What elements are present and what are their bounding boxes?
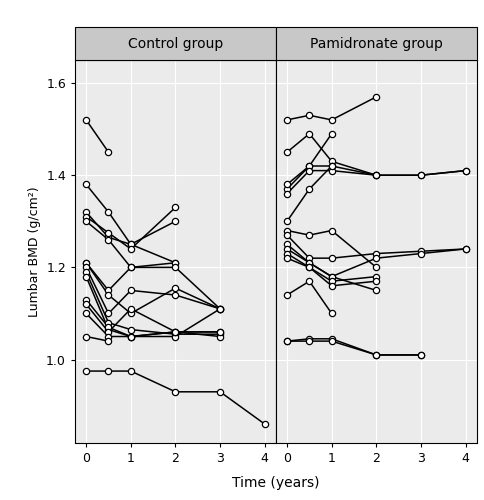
Text: Pamidronate group: Pamidronate group — [310, 37, 443, 51]
Text: Time (years): Time (years) — [232, 476, 319, 490]
Text: Control group: Control group — [128, 37, 223, 51]
Y-axis label: Lumbar BMD (g/cm²): Lumbar BMD (g/cm²) — [28, 186, 41, 316]
